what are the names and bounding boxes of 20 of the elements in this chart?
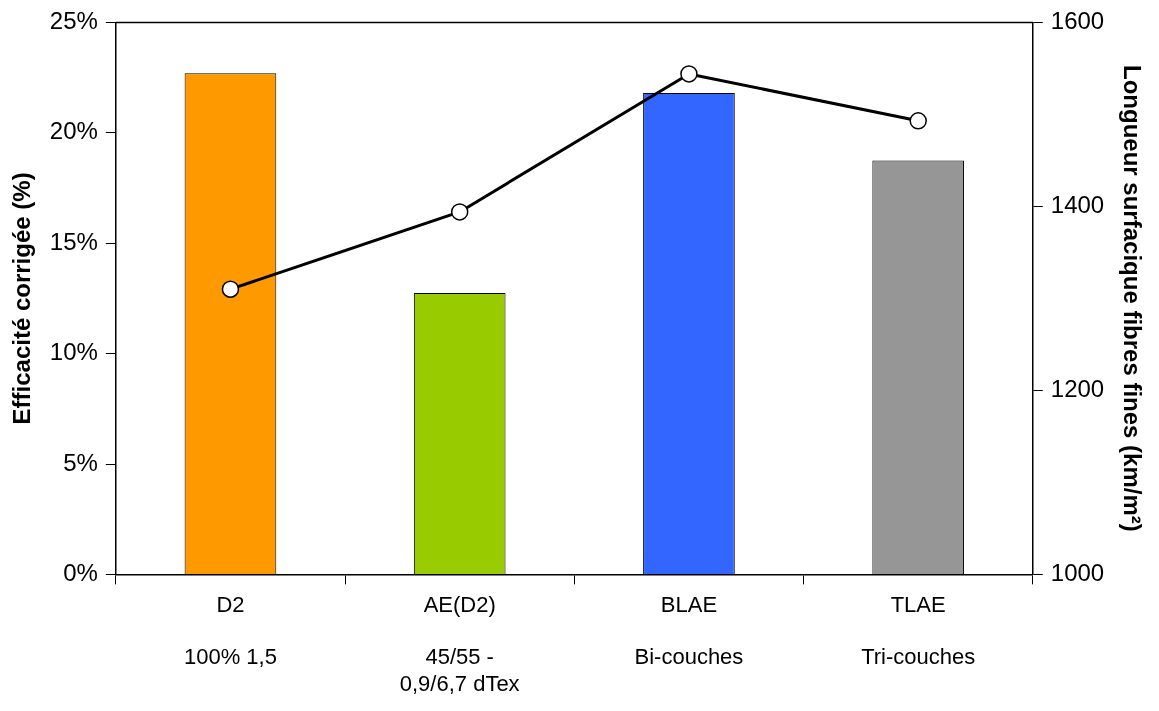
y-tick-label: 10% xyxy=(49,338,98,366)
point xyxy=(221,280,240,298)
y2-tick-label: 1400 xyxy=(1050,191,1105,219)
point xyxy=(909,112,927,130)
y2-axis-title: Longueur surfacique fibres fines (km/m²) xyxy=(1118,65,1146,532)
y-tick-label: 15% xyxy=(49,227,98,255)
point xyxy=(680,65,698,83)
y-tick-label: 0% xyxy=(63,559,98,587)
y-tick-label: 25% xyxy=(49,7,98,35)
y-tick-label: 20% xyxy=(49,117,98,145)
point xyxy=(450,203,469,221)
y-tick-label: 5% xyxy=(63,448,98,476)
y2-tick-label: 1600 xyxy=(1050,7,1105,35)
category-label: TLAE Tri-couches xyxy=(861,591,976,670)
category-label: D2 100% 1,5 xyxy=(183,591,277,670)
category-label: AE(D2) 45/55 - 0,9/6,7 dTex xyxy=(399,591,520,696)
category-label: BLAE Bi-couches xyxy=(634,591,744,670)
y2-tick-label: 1000 xyxy=(1050,559,1105,587)
y-axis-title: Efficacité corrigée (%) xyxy=(8,172,36,425)
y2-tick-label: 1200 xyxy=(1050,375,1105,403)
